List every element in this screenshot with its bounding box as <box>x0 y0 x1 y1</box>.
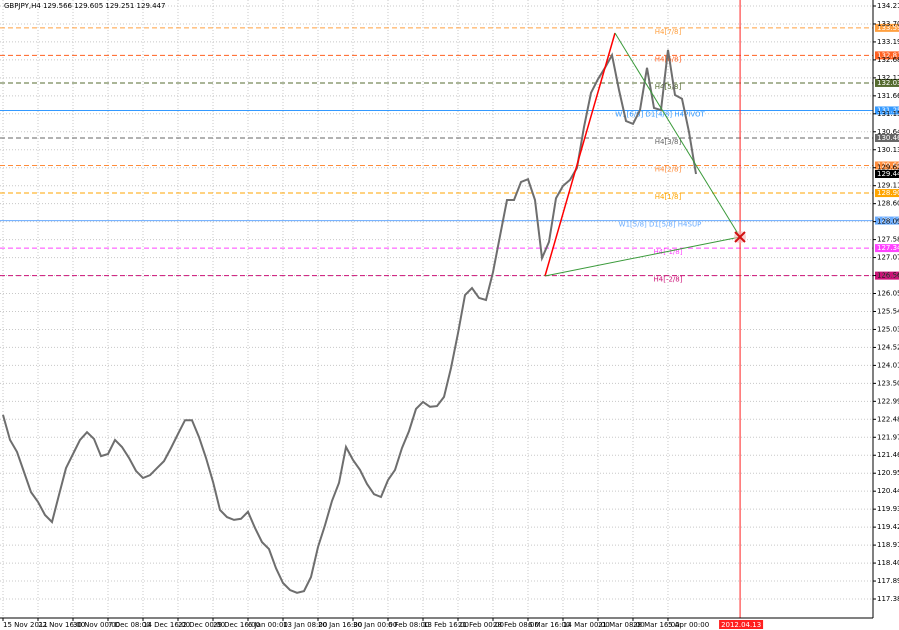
y-tick-label: 127.585 <box>877 236 899 244</box>
y-tick-label: 126.565 <box>877 272 899 280</box>
x-tick-label: 29 Dec 16:00 <box>213 621 260 629</box>
time-label: 2012.04.13 04:00 <box>721 621 783 629</box>
price-box <box>875 51 899 60</box>
last-price-label: 129.447 <box>877 170 899 178</box>
y-tick-label: 129.115 <box>877 182 899 190</box>
time-box <box>719 620 764 629</box>
x-tick-label: 22 Dec 00:00 <box>178 621 225 629</box>
level-label: H4[-1/8] <box>654 248 683 256</box>
y-tick-label: 124.015 <box>877 361 899 369</box>
x-tick-label: 30 Nov 00:00 <box>73 621 120 629</box>
price-box <box>875 161 899 170</box>
y-tick-label: 121.465 <box>877 451 899 459</box>
y-tick-label: 129.625 <box>877 164 899 172</box>
y-tick-label: 123.505 <box>877 379 899 387</box>
pattern-overlay <box>544 32 746 277</box>
price-box-label: 129.688 <box>877 162 899 170</box>
y-tick-label: 127.075 <box>877 254 899 262</box>
target-marker <box>734 231 746 243</box>
x-tick-label: 22 Nov 16:00 <box>38 621 85 629</box>
price-box-label: 131.250 <box>877 106 899 114</box>
y-tick-label: 124.525 <box>877 343 899 351</box>
level-label: H4[2/8] <box>655 166 682 174</box>
x-tick-label: 7 Dec 08:00 <box>108 621 151 629</box>
level-label: H4[1/8] <box>655 193 682 201</box>
price-box-label: 126.563 <box>877 272 899 280</box>
y-tick-label: 133.705 <box>877 20 899 28</box>
price-box-label: 128.906 <box>877 189 899 197</box>
x-tick-label: 21 Mar 08:00 <box>598 621 645 629</box>
x-tick-label: 21 Feb 00:00 <box>458 621 504 629</box>
y-tick-label: 121.975 <box>877 433 899 441</box>
pattern-leg <box>614 32 741 238</box>
y-tick-label: 131.155 <box>877 110 899 118</box>
price-box-label: 130.469 <box>877 134 899 142</box>
price-box <box>875 78 899 87</box>
x-tick-label: 14 Dec 16:00 <box>143 621 190 629</box>
pattern-leg <box>544 236 741 277</box>
y-tick-label: 119.425 <box>877 523 899 531</box>
level-label: H4[-2/8] <box>654 276 683 284</box>
x-tick-label: 14 Mar 00:00 <box>563 621 610 629</box>
price-box <box>875 133 899 142</box>
y-tick-label: 117.385 <box>877 595 899 603</box>
level-label: W1[6/8] D1[4/8] H4PIVOT <box>615 110 705 118</box>
y-tick-label: 130.645 <box>877 128 899 136</box>
price-box-label: 128.125 <box>877 217 899 225</box>
y-tick-label: 125.545 <box>877 307 899 315</box>
level-label: H4[6/8] <box>655 55 682 63</box>
price-box <box>875 189 899 198</box>
x-tick-label: 6 Feb 08:00 <box>388 621 429 629</box>
x-tick-label: 28 Feb 08:00 <box>493 621 539 629</box>
price-box <box>875 271 899 280</box>
pattern-leg <box>544 32 616 277</box>
y-tick-label: 117.895 <box>877 577 899 585</box>
level-label: H4[7/8] <box>655 28 682 36</box>
level-label: H4[5/8] <box>655 83 682 91</box>
y-tick-label: 120.955 <box>877 469 899 477</box>
y-tick-label: 131.665 <box>877 92 899 100</box>
x-tick-label: 13 Feb 16:00 <box>423 621 469 629</box>
y-tick-label: 119.935 <box>877 505 899 513</box>
y-tick-label: 132.685 <box>877 56 899 64</box>
y-tick-label: 126.055 <box>877 290 899 298</box>
y-tick-label: 122.995 <box>877 397 899 405</box>
y-tick-label: 130.135 <box>877 146 899 154</box>
price-box <box>875 23 899 32</box>
x-tick-label: 6 Jan 00:00 <box>248 621 288 629</box>
y-tick-label: 133.195 <box>877 38 899 46</box>
y-tick-label: 122.485 <box>877 415 899 423</box>
x-tick-label: 28 Mar 16:00 <box>633 621 680 629</box>
price-box-label: 132.813 <box>877 51 899 59</box>
y-tick-label: 118.405 <box>877 559 899 567</box>
y-tick-label: 128.605 <box>877 200 899 208</box>
y-tick-label: 128.095 <box>877 218 899 226</box>
x-tick-label: 30 Jan 00:00 <box>353 621 397 629</box>
y-tick-label: 132.175 <box>877 74 899 82</box>
x-tick-label: 20 Jan 16:00 <box>318 621 362 629</box>
price-box-label: 133.594 <box>877 24 899 32</box>
x-tick-label: 5 Apr 00:00 <box>668 621 709 629</box>
price-box <box>875 216 899 225</box>
price-box-label: 132.031 <box>877 79 899 87</box>
chart-title: GBPJPY,H4 129.566 129.605 129.251 129.44… <box>4 2 166 10</box>
y-tick-label: 120.445 <box>877 487 899 495</box>
last-price-box <box>875 169 899 178</box>
x-tick-label: 13 Jan 08:00 <box>283 621 327 629</box>
x-tick-label: 6 Mar 16:00 <box>528 621 570 629</box>
y-tick-label: 118.915 <box>877 541 899 549</box>
x-tick-label: 15 Nov 2011 <box>3 621 48 629</box>
price-box <box>875 244 899 253</box>
price-box <box>875 106 899 115</box>
price-box-label: 127.344 <box>877 244 899 252</box>
price-line <box>2 49 697 594</box>
y-tick-label: 134.215 <box>877 2 899 10</box>
level-label: H4[3/8] <box>655 138 682 146</box>
level-label: W1[5/8] D1[5/8] H4SUP <box>619 221 702 229</box>
y-tick-label: 125.035 <box>877 325 899 333</box>
